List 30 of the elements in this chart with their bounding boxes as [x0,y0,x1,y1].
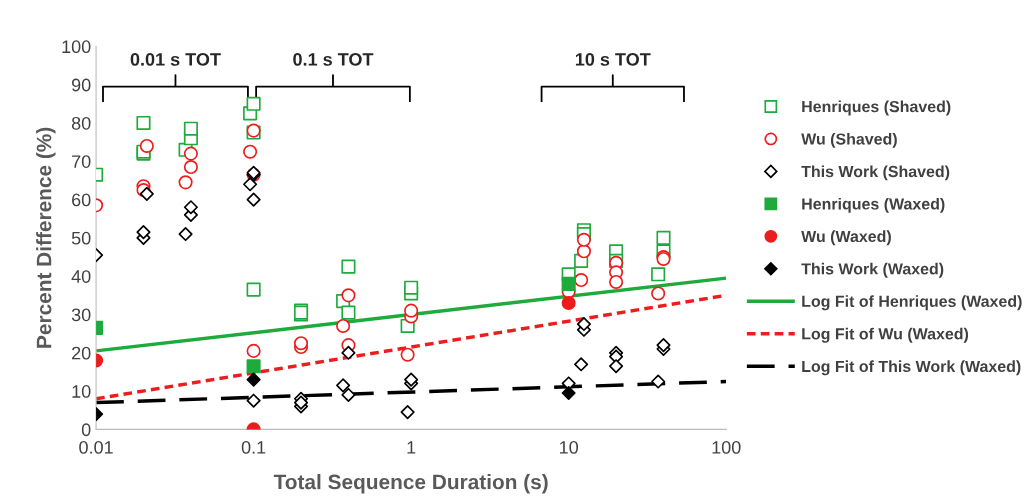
legend-label: This Work (Shaved) [801,165,950,181]
legend-label: Log Fit of Wu (Waxed) [802,327,969,343]
x-axis-title: Total Sequence Duration (s) [273,474,548,494]
annotation: 10 s TOT [575,53,651,66]
x-tick-label: 10 [560,441,578,454]
legend-label: Wu (Waxed) [801,230,891,246]
annotation: 0.1 s TOT [293,53,374,66]
y-tick-label: 50 [71,231,91,245]
y-tick-label: 0 [81,423,91,437]
y-tick-label: 20 [72,346,91,360]
legend-label: This Work (Waxed) [801,262,944,278]
x-tick-label: 0.1 [241,441,266,454]
y-tick-label: 90 [71,78,91,92]
x-tick-label: 1 [407,441,416,454]
y-axis-title: Percent Difference (%) [36,127,56,348]
legend-label: Henriques (Waxed) [802,197,945,213]
y-tick-label: 40 [71,270,91,283]
y-tick-label: 30 [71,308,91,322]
legend-label: Log Fit of This Work (Waxed) [802,360,1021,376]
legend-label: Wu (Shaved) [801,132,897,148]
annotation: 0.01 s TOT [130,53,221,66]
x-tick-label: 0.01 [79,441,113,454]
legend-label: Log Fit of Henriques (Waxed) [802,295,1022,311]
y-tick-label: 10 [72,385,91,398]
y-tick-label: 100 [62,40,91,54]
x-tick-label: 100 [712,441,741,454]
y-tick-label: 80 [71,116,91,130]
y-tick-label: 70 [72,155,91,168]
y-tick-label: 60 [72,193,91,207]
legend-label: Henriques (Shaved) [802,100,951,116]
